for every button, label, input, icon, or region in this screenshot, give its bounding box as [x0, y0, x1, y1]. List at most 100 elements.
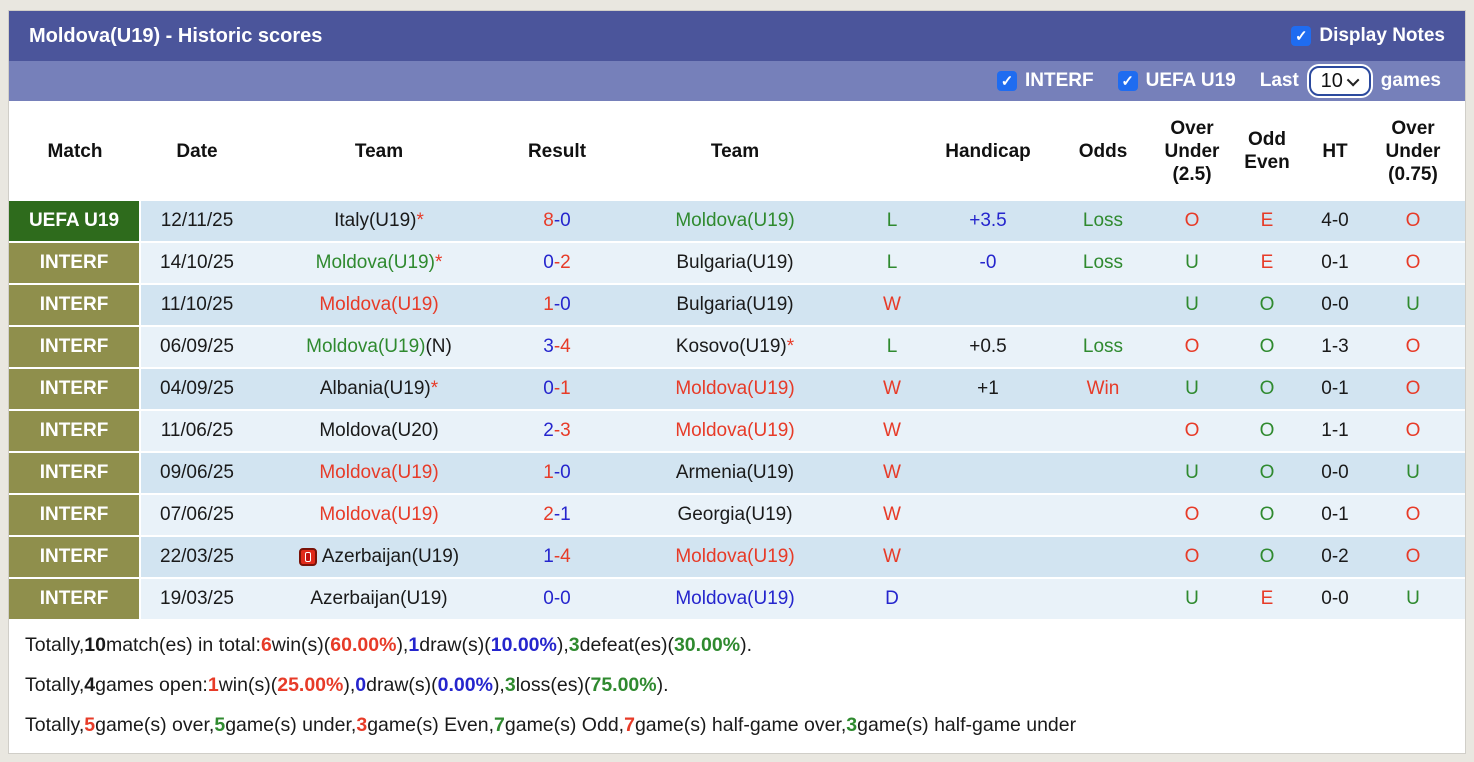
display-notes-checkbox[interactable]: ✓	[1291, 26, 1312, 46]
handicap-odds-result	[1053, 285, 1153, 325]
away-team-name[interactable]: Bulgaria(U19)	[676, 252, 794, 273]
games-label: games	[1380, 70, 1441, 91]
filter-uefa-u19-toggle[interactable]: ✓ UEFA U19	[1117, 70, 1236, 92]
over-under-075: O	[1367, 201, 1459, 241]
uefa-u19-checkbox[interactable]: ✓	[1117, 71, 1138, 91]
interf-label: INTERF	[1025, 70, 1094, 91]
summary-segment: defeat(es)(	[579, 633, 674, 656]
row-stripe: 22/03/25 Azerbaijan(U19) 1 -4 Moldova(U19) W O…	[141, 537, 1465, 577]
handicap-value: +3.5	[923, 201, 1053, 241]
home-team-name[interactable]: Albania(U19)	[319, 378, 431, 399]
handicap-odds-result: Loss	[1053, 243, 1153, 283]
col-header-league: Match	[47, 140, 103, 162]
filter-interf-toggle[interactable]: ✓ INTERF	[997, 70, 1094, 92]
away-score: -1	[553, 504, 571, 525]
row-stripe: 09/06/25 Moldova(U19) 1 -0 Armenia(U19) W U O 0-…	[141, 453, 1465, 493]
away-team-name[interactable]: Moldova(U19)	[675, 546, 795, 567]
result-letter-text: L	[886, 210, 898, 231]
result-letter: L	[861, 327, 923, 367]
summary-segment: draw(s)(	[366, 673, 438, 696]
col-header-home: Team	[354, 140, 404, 162]
home-team-name[interactable]: Azerbaijan(U19)	[321, 546, 460, 567]
handicap-odds-result	[1053, 579, 1153, 619]
away-team-name[interactable]: Armenia(U19)	[675, 462, 795, 483]
over-under-075-text: U	[1406, 462, 1420, 483]
home-team: Moldova(U19)	[253, 495, 505, 535]
away-team-name[interactable]: Moldova(U19)	[675, 420, 795, 441]
result-letter-text: L	[886, 336, 898, 357]
away-team-name[interactable]: Moldova(U19)	[675, 210, 795, 231]
summary-segment: 7	[494, 713, 505, 736]
handicap-odds-result: Loss	[1053, 201, 1153, 241]
match-date-text: 06/09/25	[160, 336, 234, 357]
summary-segment: 10	[84, 633, 106, 656]
table-row: INTERF 04/09/25 Albania(U19) * 0 -1 Moldova(U1…	[9, 369, 1465, 409]
match-date-text: 12/11/25	[160, 210, 234, 231]
home-score: 2	[543, 504, 554, 525]
odd-even: O	[1231, 327, 1303, 367]
result-letter: W	[861, 537, 923, 577]
away-score: -0	[553, 210, 571, 231]
home-team-name[interactable]: Azerbaijan(U19)	[310, 588, 448, 609]
home-team-name[interactable]: Moldova(U20)	[319, 420, 439, 441]
filter-bar: ✓ INTERF ✓ UEFA U19 Last 10 games	[9, 61, 1465, 101]
home-team-name[interactable]: Moldova(U19)	[319, 504, 439, 525]
check-icon: ✓	[1121, 72, 1134, 90]
odd-even-text: E	[1260, 588, 1274, 609]
league-badge: INTERF	[9, 285, 139, 325]
handicap-value	[923, 453, 1053, 493]
table-row: INTERF 06/09/25 Moldova(U19) (N) 3 -4 Kosovo(U…	[9, 327, 1465, 367]
row-stripe: 04/09/25 Albania(U19) * 0 -1 Moldova(U19) W +1 W…	[141, 369, 1465, 409]
away-team-name[interactable]: Bulgaria(U19)	[676, 294, 794, 315]
result-letter-text: W	[883, 294, 901, 315]
match-date: 11/10/25	[141, 285, 253, 325]
away-team-name[interactable]: Georgia(U19)	[677, 504, 793, 525]
away-team-name[interactable]: Moldova(U19)	[675, 588, 795, 609]
away-score: -4	[553, 546, 571, 567]
home-team-name[interactable]: Moldova(U19)	[319, 462, 439, 483]
home-team: Moldova(U19) *	[253, 243, 505, 283]
league-badge: INTERF	[9, 579, 139, 619]
half-time-score-text: 1-3	[1321, 336, 1349, 357]
half-time-score: 1-1	[1303, 411, 1367, 451]
league-badge: INTERF	[9, 495, 139, 535]
handicap-value: +0.5	[923, 327, 1053, 367]
last-games-select[interactable]: 10	[1308, 66, 1371, 96]
home-score: 1	[543, 546, 554, 567]
summary-segment: win(s)(	[218, 673, 278, 696]
away-team: Moldova(U19)	[609, 537, 861, 577]
over-under-25: O	[1153, 411, 1231, 451]
match-date: 11/06/25	[141, 411, 253, 451]
home-team-name[interactable]: Moldova(U19)	[306, 336, 426, 357]
home-team-name[interactable]: Moldova(U19)	[315, 252, 435, 273]
table-row: INTERF 11/06/25 Moldova(U20) 2 -3 Moldova(U19…	[9, 411, 1465, 451]
away-team: Moldova(U19)	[609, 411, 861, 451]
summary-segment: 0	[355, 673, 367, 696]
summary-segment: ).	[656, 673, 669, 696]
over-under-25-text: U	[1185, 294, 1199, 315]
home-team-name[interactable]: Italy(U19)	[334, 210, 417, 231]
half-time-score-text: 0-0	[1321, 294, 1349, 315]
result-letter-text: D	[885, 588, 899, 609]
home-team-name[interactable]: Moldova(U19)	[319, 294, 439, 315]
match-result: 8 -0	[505, 201, 609, 241]
table-row: INTERF 09/06/25 Moldova(U19) 1 -0 Armenia(U19…	[9, 453, 1465, 493]
historic-scores-panel: Moldova(U19) - Historic scores ✓ Display…	[8, 10, 1466, 754]
row-stripe: 19/03/25 Azerbaijan(U19) 0 -0 Moldova(U19) D U…	[141, 579, 1465, 619]
interf-checkbox[interactable]: ✓	[997, 71, 1017, 91]
half-time-score: 0-0	[1303, 579, 1367, 619]
over-under-25-text: O	[1184, 210, 1200, 231]
display-notes-toggle[interactable]: ✓ Display Notes	[1291, 25, 1445, 47]
check-icon: ✓	[1295, 27, 1308, 45]
away-team-name[interactable]: Moldova(U19)	[675, 378, 795, 399]
col-header-ou075: Over Under (0.75)	[1385, 117, 1441, 185]
over-under-075: O	[1367, 411, 1459, 451]
away-team-name[interactable]: Kosovo(U19)	[675, 336, 787, 357]
half-time-score: 0-2	[1303, 537, 1367, 577]
league-badge: INTERF	[9, 411, 139, 451]
last-games-value: 10	[1320, 69, 1343, 92]
summary-line: Totally, 5 game(s) over, 5 game(s) under…	[9, 705, 1465, 745]
summary-line: Totally, 4 games open: 1 win(s)(25.00%),…	[9, 665, 1465, 705]
summary-segment: game(s) Even,	[367, 713, 495, 736]
summary-segment: game(s) over,	[95, 713, 215, 736]
